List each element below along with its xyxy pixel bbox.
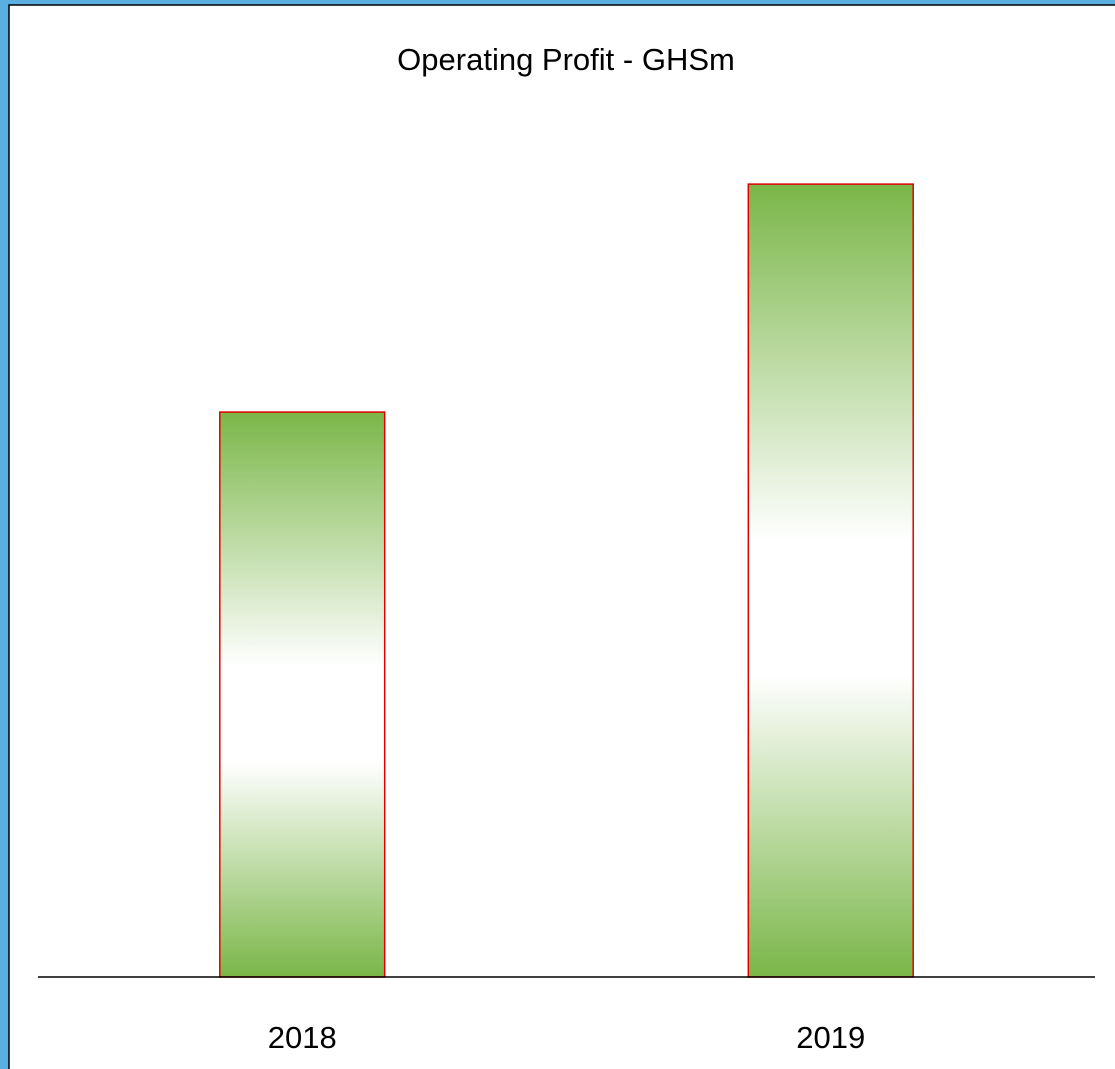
bar (219, 411, 386, 978)
chart-title: Operating Profit - GHSm (397, 42, 735, 77)
x-tick-label: 2019 (796, 1020, 865, 1055)
x-tick-label: 2018 (268, 1020, 337, 1055)
chart-frame (8, 4, 1115, 1069)
bar (747, 183, 914, 978)
